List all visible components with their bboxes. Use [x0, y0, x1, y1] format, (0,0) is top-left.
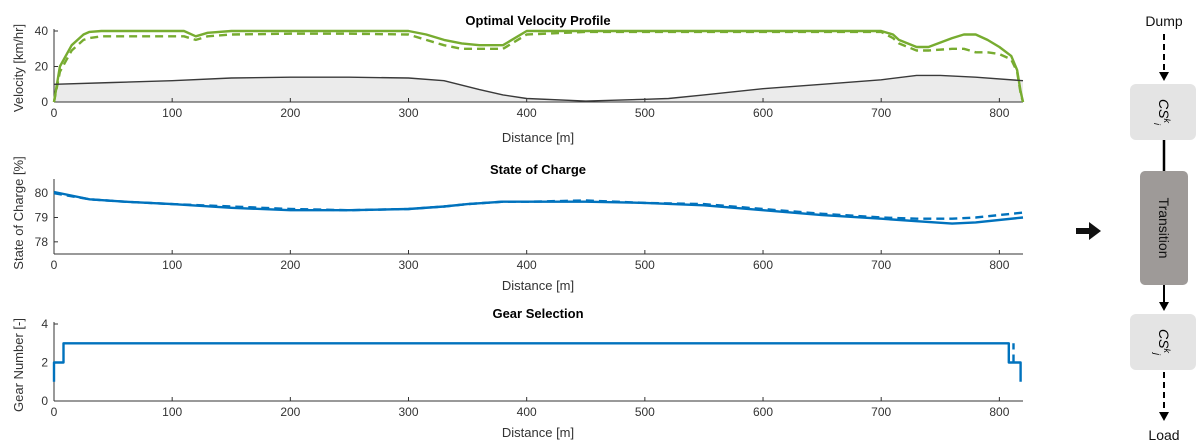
velocity-x-tick-label: 800: [989, 106, 1009, 120]
gear-xlabel: Distance [m]: [502, 425, 574, 440]
soc-x-tick-label: 400: [517, 258, 537, 272]
soc-x-tick-label: 700: [871, 258, 891, 272]
gear-y-tick-label: 4: [41, 317, 48, 331]
soc-x-tick-label: 600: [753, 258, 773, 272]
gear-x-tick-label: 400: [517, 405, 537, 419]
velocity-series-1-line: [52, 30, 1025, 103]
transition-label: Transition: [1156, 198, 1172, 259]
soc-x-tick-label: 200: [280, 258, 300, 272]
soc-ylabel: State of Charge [%]: [11, 156, 26, 269]
velocity-ylabel: Velocity [km/hr]: [11, 24, 26, 112]
soc-x-tick-label: 100: [162, 258, 182, 272]
soc-x-tick-label: 500: [635, 258, 655, 272]
arrow-down-icon: [1159, 72, 1169, 81]
gear-panel: Gear Selection Gear Number [-] Distance …: [11, 306, 1023, 440]
gear-ylabel: Gear Number [-]: [11, 318, 26, 412]
state-flow-diagram: Dump CSki Transition CSkj Load: [1130, 13, 1196, 443]
soc-y-tick-label: 80: [35, 186, 49, 200]
soc-xlabel: Distance [m]: [502, 278, 574, 293]
soc-panel: State of Charge State of Charge [%] Dist…: [11, 156, 1024, 293]
soc-x-tick-label: 300: [398, 258, 418, 272]
velocity-x-tick-label: 100: [162, 106, 182, 120]
arrow-down-icon-3: [1159, 412, 1169, 421]
soc-y-tick-label: 79: [35, 211, 49, 225]
gear-x-tick-label: 300: [398, 405, 418, 419]
velocity-x-tick-label: 0: [51, 106, 58, 120]
velocity-series-2-line: [53, 74, 1024, 102]
gear-x-tick-label: 600: [753, 405, 773, 419]
velocity-series-0-line: [52, 29, 1025, 103]
state-j-box: [1130, 314, 1196, 370]
soc-series-0-line: [53, 190, 1024, 225]
soc-x-tick-label: 0: [51, 258, 58, 272]
state-i-label: CSki: [1152, 99, 1172, 126]
right-arrow-icon: [1076, 222, 1101, 240]
state-j-label: CSkj: [1152, 329, 1172, 356]
state-i-box: [1130, 84, 1196, 140]
velocity-y-tick-label: 0: [41, 95, 48, 109]
velocity-x-tick-label: 700: [871, 106, 891, 120]
gear-x-tick-label: 700: [871, 405, 891, 419]
gear-x-tick-label: 800: [989, 405, 1009, 419]
velocity-x-tick-label: 600: [753, 106, 773, 120]
velocity-title: Optimal Velocity Profile: [465, 13, 610, 28]
gear-x-tick-label: 0: [51, 405, 58, 419]
velocity-xlabel: Distance [m]: [502, 130, 574, 145]
transition-box: [1140, 171, 1188, 285]
gear-series-0-line: [52, 342, 1022, 382]
velocity-panel: Optimal Velocity Profile Velocity [km/hr…: [11, 13, 1025, 145]
dump-label: Dump: [1145, 13, 1183, 29]
soc-series-1-line: [53, 192, 1024, 220]
velocity-x-tick-label: 200: [280, 106, 300, 120]
gear-title: Gear Selection: [492, 306, 583, 321]
velocity-x-tick-label: 400: [517, 106, 537, 120]
velocity-x-tick-label: 500: [635, 106, 655, 120]
gear-y-tick-label: 0: [41, 394, 48, 408]
arrow-down-icon-2: [1159, 302, 1169, 311]
velocity-x-tick-label: 300: [398, 106, 418, 120]
velocity-y-tick-label: 40: [35, 24, 49, 38]
soc-title: State of Charge: [490, 162, 586, 177]
gear-y-tick-label: 2: [41, 356, 48, 370]
soc-x-tick-label: 800: [989, 258, 1009, 272]
velocity-y-tick-label: 20: [35, 60, 49, 74]
velocity-series-2-area: [54, 75, 1023, 102]
soc-y-tick-label: 78: [35, 235, 49, 249]
load-label: Load: [1148, 427, 1179, 442]
gear-x-tick-label: 200: [280, 405, 300, 419]
gear-x-tick-label: 100: [162, 405, 182, 419]
gear-x-tick-label: 500: [635, 405, 655, 419]
